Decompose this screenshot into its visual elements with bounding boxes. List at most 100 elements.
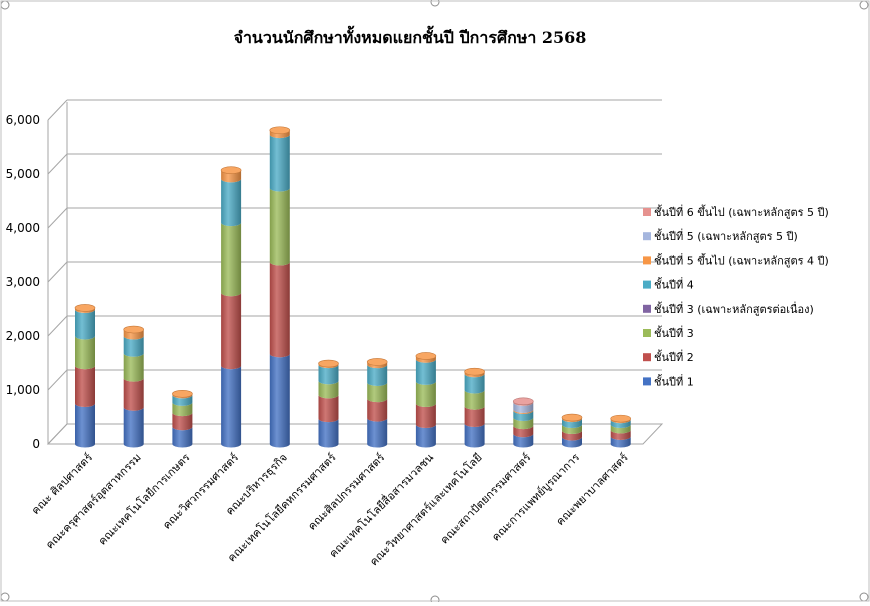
bar-segment — [269, 262, 290, 358]
bar-segment — [123, 353, 144, 382]
legend-label: ชั้นปีที่ 5 (เฉพาะหลักสูตร 5 ปี) — [654, 228, 798, 243]
bar-stack — [220, 166, 242, 448]
bar-segment — [464, 371, 485, 378]
bar-segment — [562, 424, 582, 435]
gridline-depth — [47, 99, 68, 121]
bar-top-cap — [610, 414, 632, 423]
x-category-label: คณะสถาปัตยกรรมศาสตร์ — [438, 451, 534, 547]
x-category-label: คณะครุศาสตร์อุตสาหกรรม — [43, 451, 144, 552]
x-axis-category-labels: คณะ ศิลปศาสตร์คณะครุศาสตร์อุตสาหกรรมคณะเ… — [29, 449, 631, 568]
x-category-label: คณะการแพทย์บูรณาการ — [489, 451, 582, 544]
bar-segment — [123, 378, 144, 411]
bar-segment — [610, 418, 631, 424]
bars — [74, 126, 632, 448]
bar-stack — [512, 397, 534, 448]
y-tick-label: 5,000 — [6, 167, 40, 181]
bar-segment — [610, 424, 631, 434]
bar-top-cap — [512, 397, 534, 406]
legend-label: ชั้นปีที่ 4 — [654, 277, 694, 292]
bar-segment — [172, 394, 193, 406]
bar-segment — [610, 419, 631, 429]
bar-top-cap — [561, 413, 583, 422]
bar-segment — [318, 418, 339, 448]
bar-segment — [75, 365, 95, 408]
bar-segment — [415, 403, 436, 429]
bar-stack — [74, 304, 96, 448]
legend-swatch — [643, 280, 651, 289]
bar-segment — [221, 292, 242, 370]
bar-top-cap — [74, 304, 96, 312]
gridline-depth — [47, 153, 68, 175]
y-tick-label: 3,000 — [6, 275, 40, 289]
bar-segment — [562, 418, 582, 429]
bar-stack — [610, 414, 632, 448]
gridline-depth — [47, 369, 68, 391]
bar-top-cap — [269, 126, 291, 135]
bar-segment — [172, 402, 193, 417]
bar-stack — [366, 358, 388, 448]
bar-segment — [269, 188, 290, 266]
bar-segment — [464, 373, 485, 394]
gridline-depth — [47, 207, 68, 229]
resize-handle — [0, 0, 10, 10]
legend-swatch — [643, 232, 651, 241]
bar-segment — [75, 307, 95, 314]
bar-segment — [123, 329, 144, 340]
bar-segment — [415, 424, 436, 448]
bar-segment — [513, 401, 534, 406]
y-tick-label: 6,000 — [6, 113, 40, 127]
bar-segment — [75, 309, 95, 340]
bar-segment — [513, 409, 534, 415]
bar-segment — [318, 380, 339, 399]
y-tick-label: 1,000 — [6, 383, 40, 397]
bar-segment — [221, 365, 242, 448]
y-tick-label: 4,000 — [6, 221, 40, 235]
bar-segment — [269, 134, 290, 192]
legend-label: ชั้นปีที่ 3 (เฉพาะหลักสูตรต่อเนื่อง) — [654, 301, 814, 316]
bar-segment — [75, 403, 95, 448]
bar-segment — [513, 402, 534, 413]
bar-segment — [513, 410, 534, 422]
bar-stack — [318, 359, 339, 448]
bar-top-cap — [220, 166, 242, 175]
bar-stack — [172, 389, 193, 448]
bar-segment — [318, 394, 339, 423]
legend-swatch — [643, 256, 651, 265]
bar-top-cap — [123, 325, 144, 334]
gridlines — [47, 99, 662, 445]
bar-segment — [269, 130, 290, 139]
gridline-depth — [47, 423, 68, 445]
bar-segment — [610, 436, 631, 448]
bar-stack — [464, 367, 485, 448]
chart-title: จำนวนนักศึกษาทั้งหมดแยกชั้นปี ปีการศึกษา… — [234, 25, 587, 47]
legend-label: ชั้นปีที่ 1 — [654, 373, 694, 388]
bar-segment — [415, 381, 436, 408]
legend-swatch — [643, 353, 651, 362]
bar-stack — [561, 413, 583, 448]
bar-segment — [367, 364, 388, 386]
y-axis-tick-labels: 0 1,000 2,000 3,000 4,000 5,000 6,000 — [6, 113, 40, 451]
bar-top-cap — [172, 389, 193, 398]
bar-segment — [123, 336, 144, 357]
bar-segment — [562, 436, 582, 448]
bar-top-cap — [366, 358, 388, 366]
bar-stack — [269, 126, 291, 448]
legend-label: ชั้นปีที่ 5 ขึ้นไป (เฉพาะหลักสูตร 4 ปี) — [654, 252, 829, 267]
bar-segment — [367, 418, 388, 448]
legend-label: ชั้นปีที่ 6 ขึ้นไป (เฉพาะหลักสูตร 5 ปี) — [654, 204, 829, 219]
gridline-depth — [47, 315, 68, 337]
legend-swatch — [643, 208, 651, 216]
bar-segment — [415, 359, 436, 385]
bar-top-cap — [464, 367, 485, 376]
bar-segment — [464, 406, 485, 427]
bar-stack — [415, 352, 437, 448]
bar-segment — [562, 417, 582, 423]
y-tick-label: 0 — [32, 437, 40, 451]
bar-segment — [172, 393, 193, 399]
bar-segment — [221, 222, 242, 297]
x-category-label: คณะเทคโนโลยีการเกษตร — [95, 450, 193, 548]
bar-top-cap — [318, 359, 339, 368]
